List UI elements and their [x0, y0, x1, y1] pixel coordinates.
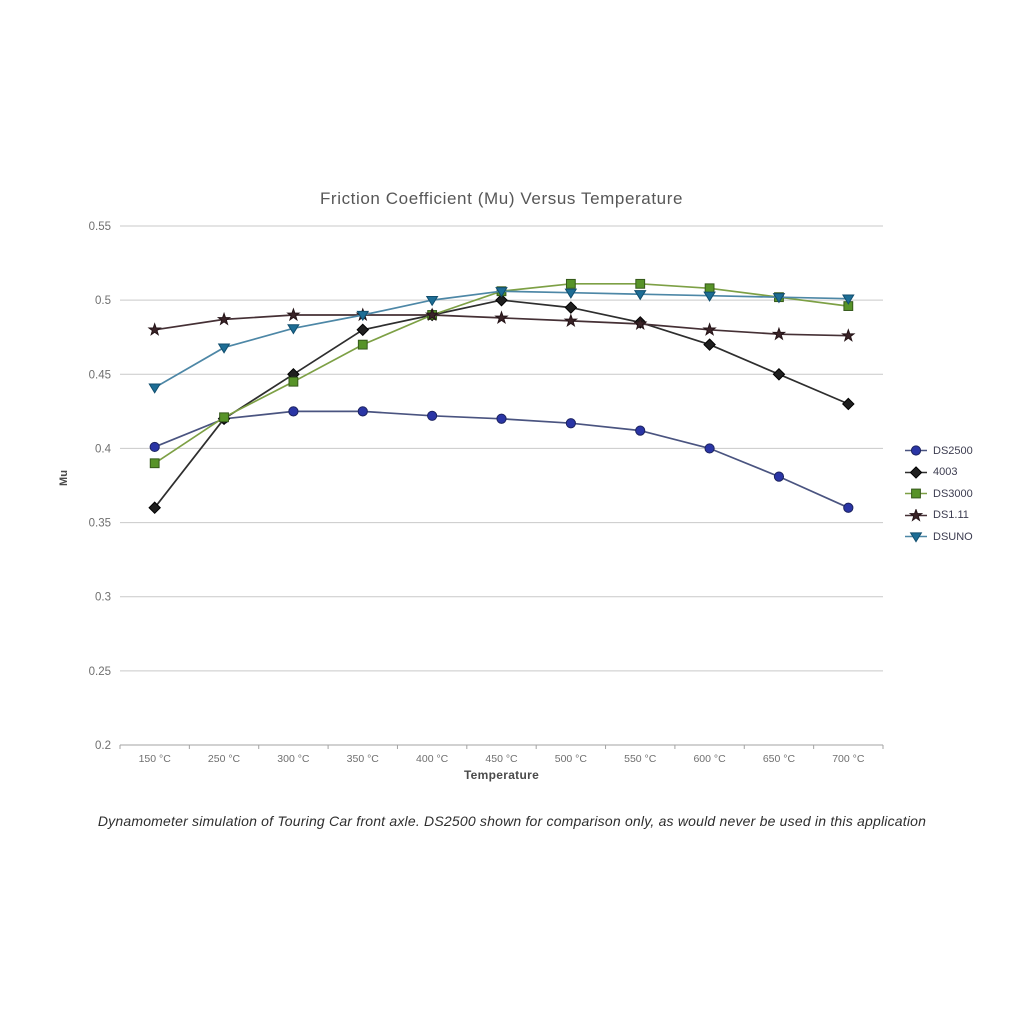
y-tick-label: 0.25 [89, 666, 111, 678]
data-point-DS2500 [357, 406, 368, 417]
data-point-DS3000 [288, 376, 299, 387]
data-point-DS1.11 [424, 307, 440, 322]
series-line-DS2500 [154, 410, 849, 509]
data-point-DS1.11 [563, 313, 579, 327]
chart-caption: Dynamometer simulation of Touring Car fr… [97, 813, 927, 829]
data-point-DS2500 [565, 418, 576, 429]
data-point-DS1.11 [147, 322, 162, 336]
data-point-DS2500 [704, 443, 715, 454]
data-point-DS1.11 [633, 316, 648, 330]
data-point-DS3000 [149, 458, 160, 469]
legend-item-DS3000: DS3000 [905, 487, 973, 500]
data-point-DS1.11 [702, 322, 717, 336]
data-point-DSUNO [217, 343, 231, 354]
x-tick-label: 150 °C [139, 753, 172, 765]
y-tick-label: 0.5 [95, 295, 111, 307]
legend-item-DSUNO: DSUNO [905, 530, 973, 543]
data-point-4003 [148, 501, 161, 515]
data-point-DSUNO [425, 296, 439, 307]
data-point-DS3000 [635, 278, 646, 289]
x-tick-label: 650 °C [763, 753, 796, 765]
chart-legend: DS2500 4003 DS3000 DS1.11 DSUNO [905, 444, 973, 543]
x-tick-label: 250 °C [208, 753, 241, 765]
legend-star-icon [905, 508, 927, 522]
x-tick-label: 550 °C [624, 753, 657, 765]
legend-label: 4003 [933, 466, 958, 478]
legend-item-DS2500: DS2500 [905, 444, 973, 457]
x-tick-label: 350 °C [347, 753, 380, 765]
legend-label: DS3000 [933, 487, 973, 500]
data-point-DS1.11 [771, 326, 787, 341]
data-point-DS3000 [219, 412, 229, 423]
legend-label: DS2500 [933, 444, 973, 457]
data-point-4003 [356, 323, 370, 337]
x-tick-label: 600 °C [693, 753, 726, 765]
legend-square-icon [905, 488, 927, 499]
y-tick-label: 0.4 [95, 443, 112, 455]
x-axis-title: Temperature [463, 768, 540, 782]
data-point-DS1.11 [216, 311, 232, 326]
data-point-4003 [703, 338, 716, 351]
y-tick-label: 0.2 [95, 740, 111, 752]
data-point-DS2500 [843, 502, 854, 513]
data-point-4003 [495, 293, 508, 307]
legend-triangle-down-icon [905, 532, 927, 543]
y-tick-label: 0.35 [89, 518, 111, 530]
data-point-DS1.11 [494, 310, 509, 325]
data-point-DSUNO [564, 288, 578, 299]
y-tick-label: 0.45 [89, 369, 111, 381]
y-tick-label: 0.3 [95, 592, 111, 604]
legend-item-4003: 4003 [905, 465, 973, 479]
data-point-DS2500 [773, 471, 785, 482]
data-point-DS2500 [496, 413, 507, 424]
x-tick-label: 500 °C [555, 753, 588, 765]
data-point-4003 [772, 367, 786, 381]
chart-title: Friction Coefficient (Mu) Versus Tempera… [319, 189, 684, 208]
data-point-DSUNO [287, 324, 300, 335]
x-tick-label: 300 °C [277, 753, 310, 765]
data-point-DS3000 [565, 278, 576, 289]
legend-label: DSUNO [933, 530, 973, 543]
data-point-4003 [842, 397, 855, 411]
legend-label: DS1.11 [933, 509, 969, 521]
data-point-DS3000 [357, 339, 368, 350]
x-tick-label: 450 °C [485, 753, 518, 765]
data-point-DSUNO [633, 290, 647, 301]
data-point-DS2500 [288, 406, 299, 417]
data-point-DS3000 [704, 283, 715, 294]
legend-diamond-icon [905, 465, 927, 479]
data-point-DSUNO [356, 310, 370, 322]
data-point-DSUNO [772, 293, 786, 304]
legend-item-DS1.11: DS1.11 [905, 508, 973, 522]
data-point-DS2500 [635, 425, 646, 436]
x-tick-label: 700 °C [832, 753, 865, 765]
x-tick-label: 400 °C [416, 753, 449, 765]
data-point-DS2500 [149, 441, 160, 453]
data-point-4003 [564, 301, 578, 314]
data-point-DS2500 [427, 410, 438, 421]
data-point-DSUNO [495, 287, 508, 298]
data-point-DSUNO [842, 294, 855, 305]
legend-circle-icon [905, 445, 927, 456]
data-point-DS1.11 [841, 328, 856, 342]
data-point-DS1.11 [286, 307, 301, 322]
y-tick-label: 0.55 [89, 221, 111, 233]
data-point-DSUNO [703, 291, 716, 302]
data-point-DSUNO [148, 383, 161, 394]
